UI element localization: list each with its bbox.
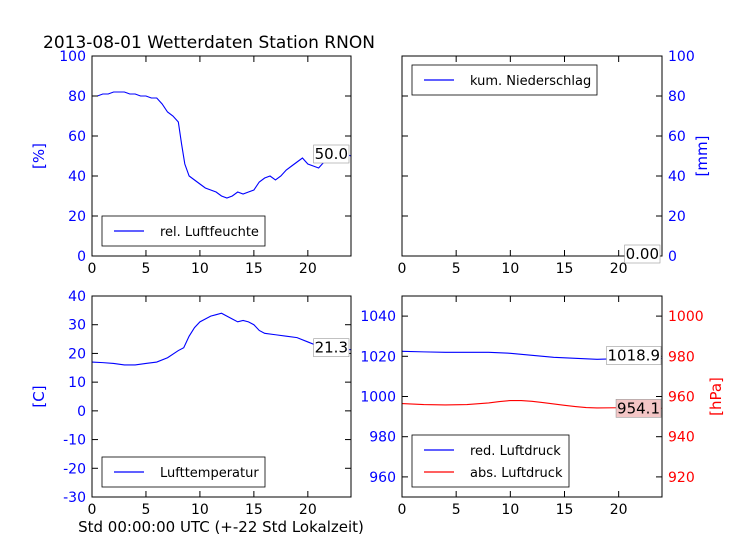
y-tick-label: 940 bbox=[668, 430, 695, 446]
series-line-0 bbox=[91, 312, 352, 366]
panel-bottom-left: 0 5 10 15 20 -30 -20 -10 0 10 20 30 40 [C] Lufttempera… bbox=[30, 289, 352, 518]
x-tick-label: 20 bbox=[299, 502, 317, 518]
x-tick-label: 10 bbox=[191, 261, 209, 277]
x-tick-label: 0 bbox=[398, 502, 407, 518]
legend-label-0: kum. Niederschlag bbox=[470, 74, 591, 89]
latest-value-box bbox=[606, 346, 662, 365]
y-tick-label: 20 bbox=[68, 346, 86, 362]
x-tick-label: 0 bbox=[88, 261, 97, 277]
axes-frame bbox=[91, 295, 352, 498]
legend: kum. Niederschlag bbox=[411, 64, 598, 96]
y-axis-label: [C] bbox=[30, 385, 48, 407]
legend: red. Luftdruck abs. Luftdruck bbox=[411, 434, 570, 488]
y-tick-label: 960 bbox=[668, 390, 695, 406]
x-tick-label: 20 bbox=[299, 261, 317, 277]
y-axis-label: [%] bbox=[30, 143, 48, 169]
series-line-1 bbox=[401, 399, 663, 409]
y-tick-label: 30 bbox=[68, 318, 86, 334]
legend-label-0: rel. Luftfeuchte bbox=[160, 225, 259, 240]
legend-box bbox=[411, 434, 570, 488]
y-tick-label: 1020 bbox=[360, 349, 396, 365]
latest-value-box bbox=[313, 144, 350, 164]
y-tick-label: 100 bbox=[668, 49, 695, 65]
x-tick-label: 0 bbox=[88, 502, 97, 518]
latest-value-label: 1018.9 bbox=[608, 347, 661, 365]
y-axis-label: [mm] bbox=[693, 136, 711, 177]
x-tick-label: 5 bbox=[452, 502, 461, 518]
latest-value-box bbox=[313, 338, 350, 357]
legend-label-0: Lufttemperatur bbox=[160, 466, 259, 481]
latest-value-label: 21.3 bbox=[315, 339, 348, 357]
y-tick-label: 40 bbox=[68, 169, 86, 185]
y-tick-label: 0 bbox=[668, 249, 677, 265]
y-tick-label: 40 bbox=[668, 169, 686, 185]
latest-value-label: 50.0 bbox=[315, 145, 348, 163]
x-tick-label: 5 bbox=[141, 502, 150, 518]
y-tick-label: 60 bbox=[668, 129, 686, 145]
y-tick-label: 80 bbox=[68, 89, 86, 105]
y-tick-label: -10 bbox=[63, 433, 86, 449]
y-tick-label: 100 bbox=[59, 49, 86, 65]
y-tick-label: 920 bbox=[668, 470, 695, 486]
x-tick-label: 15 bbox=[556, 502, 574, 518]
y-tick-label: 0 bbox=[77, 404, 86, 420]
x-tick-label: 20 bbox=[610, 261, 628, 277]
panel-bottom-right: 0 5 10 15 20 960 980 1000 1020 1040 920 940 960 980 10… bbox=[360, 295, 725, 518]
y-tick-label: 10 bbox=[68, 375, 86, 391]
x-tick-label: 10 bbox=[191, 502, 209, 518]
latest-value-box bbox=[615, 399, 662, 418]
legend-label-1: abs. Luftdruck bbox=[470, 466, 563, 481]
y-tick-label: 1000 bbox=[360, 390, 396, 406]
y-axis-label-right: [hPa] bbox=[707, 377, 725, 416]
x-tick-label: 20 bbox=[610, 502, 628, 518]
legend: Lufttemperatur bbox=[101, 456, 266, 488]
y-tick-label: -30 bbox=[63, 490, 86, 506]
x-tick-label: 15 bbox=[556, 261, 574, 277]
y-tick-label: 960 bbox=[369, 470, 396, 486]
latest-value-box bbox=[624, 244, 661, 264]
figure-title: 2013-08-01 Wetterdaten Station RNON bbox=[43, 33, 375, 53]
y-tick-label: 980 bbox=[668, 349, 695, 365]
y-tick-label: 1000 bbox=[668, 309, 704, 325]
x-tick-label: 15 bbox=[245, 502, 263, 518]
y-tick-label: 80 bbox=[668, 89, 686, 105]
x-axis-label: Std 00:00:00 UTC (+-22 Std Lokalzeit) bbox=[78, 518, 364, 536]
x-tick-label: 5 bbox=[141, 261, 150, 277]
panel-top-left: 0 5 10 15 20 0 20 40 60 80 100 [%] rel. Luftfeuchte 5… bbox=[30, 49, 352, 277]
y-tick-label: -20 bbox=[63, 461, 86, 477]
y-tick-label: 1040 bbox=[360, 309, 396, 325]
y-tick-label: 0 bbox=[77, 249, 86, 265]
y-tick-label: 980 bbox=[369, 430, 396, 446]
legend-label-0: red. Luftdruck bbox=[470, 444, 561, 459]
x-tick-label: 5 bbox=[452, 261, 461, 277]
series-line-0 bbox=[92, 91, 352, 199]
y-tick-label: 20 bbox=[68, 209, 86, 225]
x-tick-label: 0 bbox=[398, 261, 407, 277]
y-tick-label: 40 bbox=[68, 289, 86, 305]
axes-frame bbox=[91, 55, 352, 257]
latest-value-label: 0.00 bbox=[626, 245, 659, 263]
legend: rel. Luftfeuchte bbox=[101, 215, 266, 247]
latest-value-label: 954.1 bbox=[617, 399, 660, 417]
panel-top-right: 0 5 10 15 20 0 20 40 60 80 100 [mm] kum. Niederschla… bbox=[398, 49, 711, 277]
y-tick-label: 60 bbox=[68, 129, 86, 145]
y-tick-label: 20 bbox=[668, 209, 686, 225]
x-tick-label: 10 bbox=[501, 261, 519, 277]
x-tick-label: 10 bbox=[501, 502, 519, 518]
axes-frame bbox=[401, 55, 663, 257]
x-tick-label: 15 bbox=[245, 261, 263, 277]
